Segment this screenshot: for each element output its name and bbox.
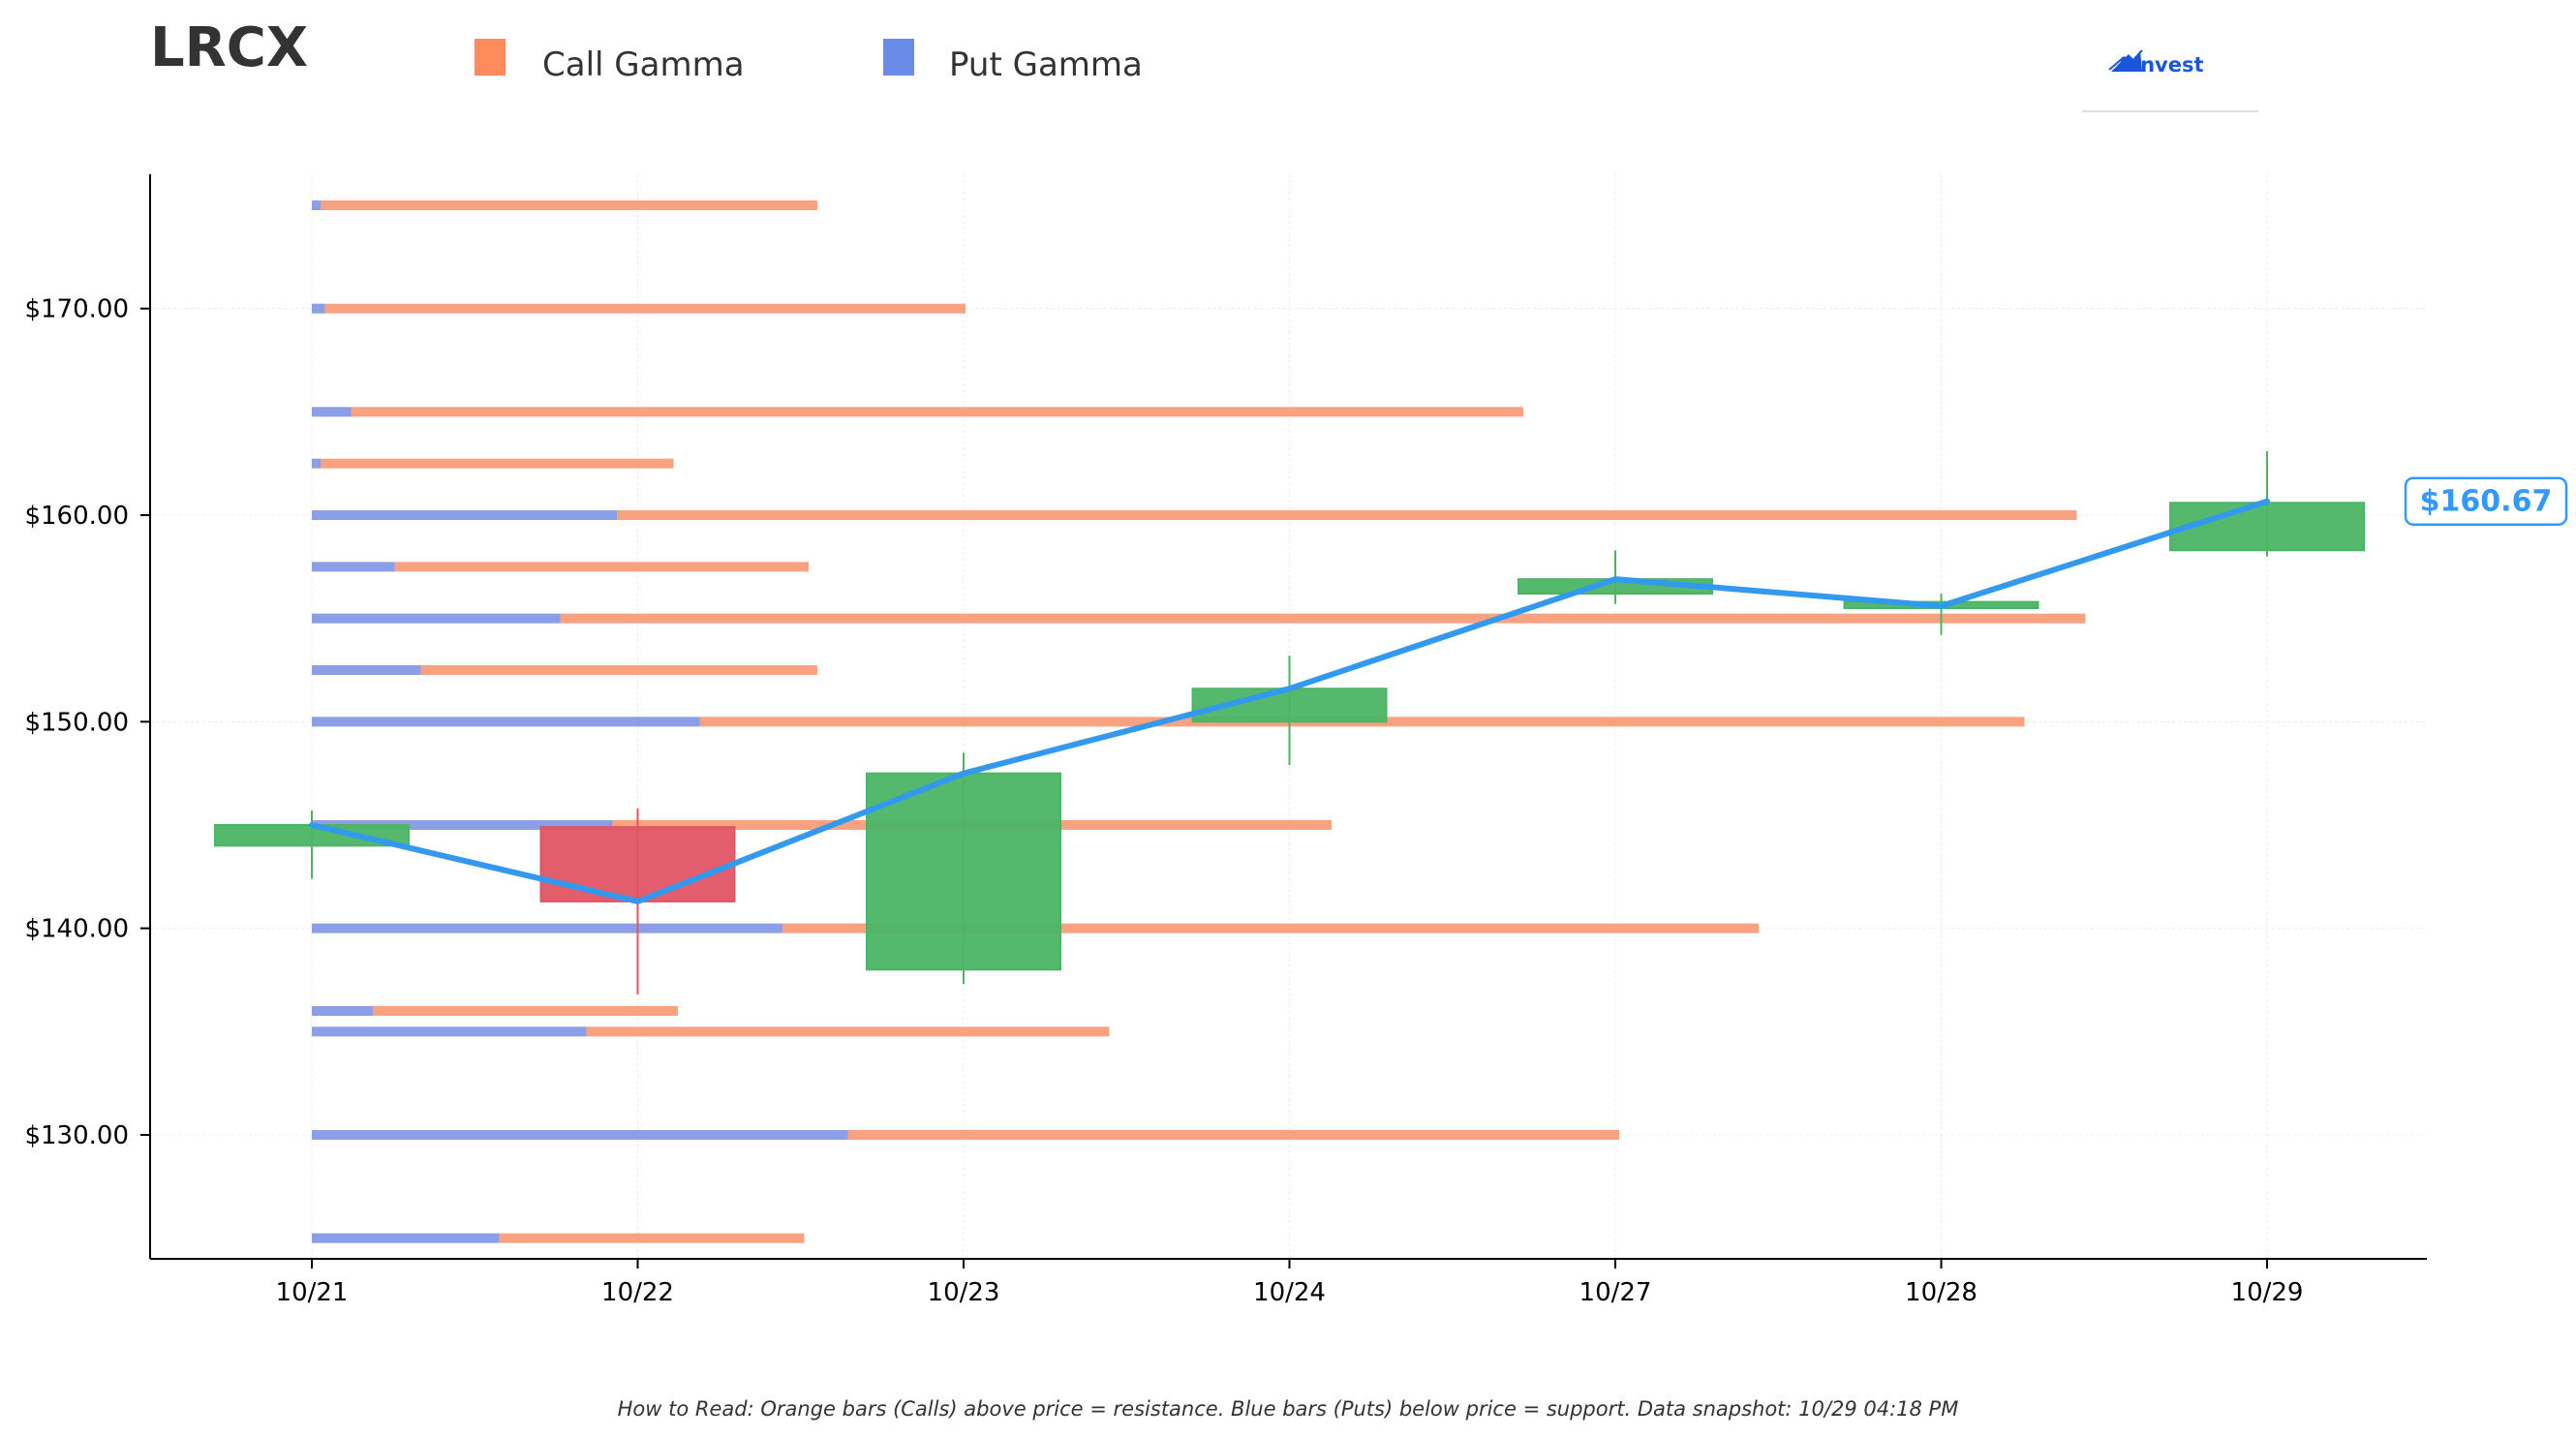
y-tick-label: $140.00 [24,915,129,944]
put-gamma-bar [312,510,617,520]
call-gamma-bar [847,1130,1619,1140]
put-gamma-bar [312,1233,500,1243]
put-gamma-bar [312,820,613,830]
y-tick-label: $160.00 [24,502,129,531]
call-gamma-bar [394,562,809,572]
x-tick-label: 10/24 [1253,1278,1326,1307]
legend-call-swatch [475,39,506,76]
call-gamma-bar [782,923,1759,933]
x-tick-label: 10/28 [1905,1278,1978,1307]
y-tick-label: $170.00 [24,295,129,324]
legend-put-label: Put Gamma [949,46,1143,84]
footer-note: How to Read: Orange bars (Calls) above p… [618,1397,1959,1421]
put-gamma-bar [312,665,421,675]
call-gamma-bar [321,458,674,469]
gamma-bars [312,200,2086,1243]
put-gamma-bar [312,458,321,469]
put-gamma-bar [312,717,700,727]
put-gamma-bar [312,303,325,314]
call-gamma-bar [499,1233,805,1243]
x-tick-label: 10/29 [2231,1278,2304,1307]
y-tick-label: $150.00 [24,708,129,737]
put-gamma-bar [312,200,321,210]
call-gamma-bar [373,1006,678,1016]
axes: $130.00 $140.00 $150.00 $160.00 $170.00 10/21… [24,174,2427,1307]
legend: Call Gamma Put Gamma [475,39,1143,84]
x-tick-label: 10/22 [601,1278,674,1307]
close-line [309,498,2270,904]
candle-body [2169,502,2365,552]
call-gamma-bar [324,303,966,314]
put-gamma-bar [312,1026,587,1037]
candle-body [539,826,736,902]
put-gamma-bar [312,613,561,624]
y-tick-label: $130.00 [24,1121,129,1150]
current-price-badge: $160.67 [2404,476,2568,526]
call-gamma-bar [560,613,2086,624]
put-gamma-bar [312,562,395,572]
put-gamma-bar [312,1130,848,1140]
price-badge-box [2404,476,2568,526]
call-gamma-bar [586,1026,1110,1037]
call-gamma-bar [617,510,2077,520]
current-price-label: $160.67 [2420,485,2553,519]
ticker-title: LRCX [150,16,308,79]
put-gamma-bar [312,923,782,933]
legend-call-label: Call Gamma [542,46,745,84]
call-gamma-bar [351,407,1523,417]
logo-chart-icon [2108,49,2143,72]
x-tick-label: 10/23 [928,1278,1000,1307]
legend-put-swatch [883,39,914,76]
call-gamma-bar [321,200,817,210]
ainvest-logo: AInvest [2082,49,2258,112]
logo-text: AInvest [2117,53,2204,76]
call-gamma-bar [420,665,817,675]
put-gamma-bar [312,1006,373,1016]
x-tick-label: 10/27 [1579,1278,1652,1307]
x-tick-label: 10/21 [276,1278,349,1307]
close-price-line [309,498,2270,904]
put-gamma-bar [312,407,352,417]
